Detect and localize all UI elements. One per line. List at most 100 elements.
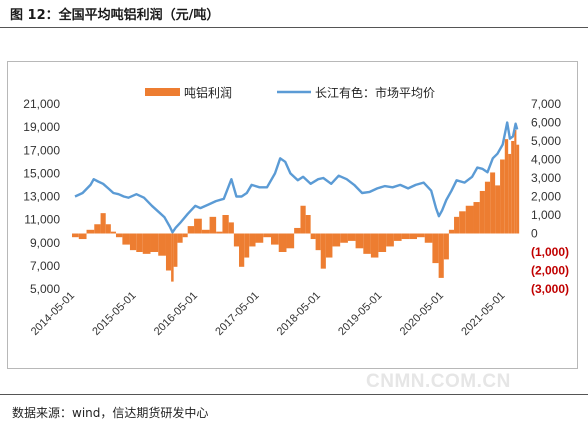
figure-title: 图 12：全国平均吨铝利润（元/吨） bbox=[10, 8, 220, 23]
right-axis-tick-label: (1,000) bbox=[531, 245, 569, 259]
x-axis-tick-label: 2016-05-01 bbox=[152, 290, 200, 338]
profit-bar bbox=[315, 233, 321, 251]
profit-bar bbox=[105, 224, 111, 234]
left-axis-tick-label: 21,000 bbox=[23, 97, 60, 111]
profit-bar bbox=[115, 233, 123, 238]
profit-bar bbox=[222, 215, 229, 234]
right-axis-tick-label: 7,000 bbox=[531, 97, 561, 111]
profit-bar bbox=[110, 231, 116, 234]
profit-bars bbox=[72, 129, 520, 282]
profit-bar bbox=[443, 233, 449, 260]
profit-bar bbox=[194, 218, 202, 234]
profit-bar bbox=[94, 224, 101, 234]
profit-bar bbox=[465, 205, 474, 234]
profit-bar bbox=[484, 181, 491, 234]
watermark-text: CNMN.COM.CN bbox=[366, 371, 511, 392]
profit-bar bbox=[454, 216, 460, 234]
profit-bar bbox=[78, 233, 87, 240]
right-axis-tick-label: (2,000) bbox=[531, 264, 569, 278]
profit-bar bbox=[370, 233, 379, 258]
profit-bar bbox=[378, 233, 387, 252]
profit-bar bbox=[432, 233, 439, 264]
profit-bar bbox=[514, 129, 517, 234]
profit-bar bbox=[409, 233, 418, 240]
profit-bar bbox=[448, 229, 455, 234]
profit-bar bbox=[271, 233, 279, 245]
legend: 吨铝利润 长江有色：市场平均价 bbox=[145, 85, 435, 100]
profit-bar bbox=[100, 213, 106, 234]
price-line-layer bbox=[74, 121, 519, 234]
right-axis-tick-label: 0 bbox=[531, 227, 538, 241]
right-axis-tick-label: 3,000 bbox=[531, 171, 561, 185]
legend-label-profit: 吨铝利润 bbox=[184, 85, 232, 100]
legend-swatch-profit bbox=[145, 88, 180, 96]
profit-bar bbox=[504, 139, 509, 234]
x-axis-tick-label: 2015-05-01 bbox=[90, 290, 138, 338]
x-axis-tick-label: 2014-05-01 bbox=[29, 290, 77, 338]
profit-bar bbox=[473, 202, 480, 234]
profit-bar bbox=[479, 190, 485, 234]
profit-bar bbox=[249, 233, 256, 247]
profit-bar bbox=[158, 233, 166, 256]
profit-bar bbox=[86, 229, 95, 234]
chart-frame bbox=[7, 61, 578, 369]
x-axis-tick-label: 2017-05-01 bbox=[213, 290, 261, 338]
left-axis-tick-label: 13,000 bbox=[23, 190, 60, 204]
profit-bar bbox=[142, 233, 151, 254]
source-note: 数据来源：wind，信达期货研发中心 bbox=[12, 406, 209, 420]
profit-bar bbox=[171, 233, 174, 282]
right-axis-tick-label: 6,000 bbox=[531, 116, 561, 130]
right-axis-tick-label: 5,000 bbox=[531, 134, 561, 148]
left-axis-tick-label: 7,000 bbox=[30, 259, 60, 273]
profit-bar bbox=[72, 233, 79, 238]
profit-bar bbox=[209, 216, 217, 234]
profit-bar bbox=[300, 205, 306, 234]
profit-bar bbox=[255, 233, 264, 243]
profit-bar bbox=[187, 226, 195, 234]
profit-bar bbox=[340, 233, 348, 243]
profit-bar bbox=[305, 215, 311, 234]
profit-bar bbox=[511, 141, 515, 234]
profit-bar bbox=[150, 233, 159, 252]
right-axis-tick-label: (3,000) bbox=[531, 282, 569, 296]
x-axis-tick-label: 2021-05-01 bbox=[459, 290, 507, 338]
profit-bar bbox=[263, 233, 271, 238]
profit-bar bbox=[393, 233, 402, 241]
profit-bar bbox=[325, 233, 333, 258]
profit-bar bbox=[347, 233, 356, 241]
profit-bar bbox=[173, 233, 178, 267]
right-axis-tick-label: 2,000 bbox=[531, 190, 561, 204]
profit-bar bbox=[201, 229, 210, 234]
profit-bar bbox=[286, 233, 295, 249]
legend-label-price: 长江有色：市场平均价 bbox=[315, 85, 435, 100]
profit-bar bbox=[177, 233, 183, 243]
profit-bar bbox=[310, 233, 316, 240]
profit-bar bbox=[233, 233, 240, 247]
profit-bar bbox=[424, 233, 433, 243]
left-axis-tick-label: 11,000 bbox=[24, 213, 60, 227]
profit-bar bbox=[401, 233, 410, 240]
profit-bar bbox=[136, 233, 143, 252]
profit-bar bbox=[500, 159, 505, 234]
profit-bar bbox=[320, 233, 326, 269]
profit-bar bbox=[278, 233, 287, 252]
profit-bar bbox=[508, 153, 512, 234]
profit-bar bbox=[490, 172, 496, 234]
profit-bar bbox=[244, 233, 250, 258]
x-axis-tick-label: 2018-05-01 bbox=[275, 290, 323, 338]
profit-bar bbox=[459, 211, 466, 234]
top-rule bbox=[0, 27, 588, 28]
left-axis-tick-label: 15,000 bbox=[23, 166, 60, 180]
right-axis-tick-label: 4,000 bbox=[531, 153, 561, 167]
right-axis-tick-label: 1,000 bbox=[531, 208, 561, 222]
profit-bar bbox=[332, 233, 341, 247]
profit-bar bbox=[386, 233, 394, 247]
profit-bar bbox=[438, 233, 444, 278]
profit-bar bbox=[239, 233, 245, 267]
profit-bar bbox=[363, 233, 371, 254]
left-axis-tick-label: 9,000 bbox=[30, 236, 60, 250]
profit-bar bbox=[165, 233, 172, 271]
profit-bar bbox=[228, 222, 234, 234]
x-axis-tick-label: 2020-05-01 bbox=[398, 290, 446, 338]
